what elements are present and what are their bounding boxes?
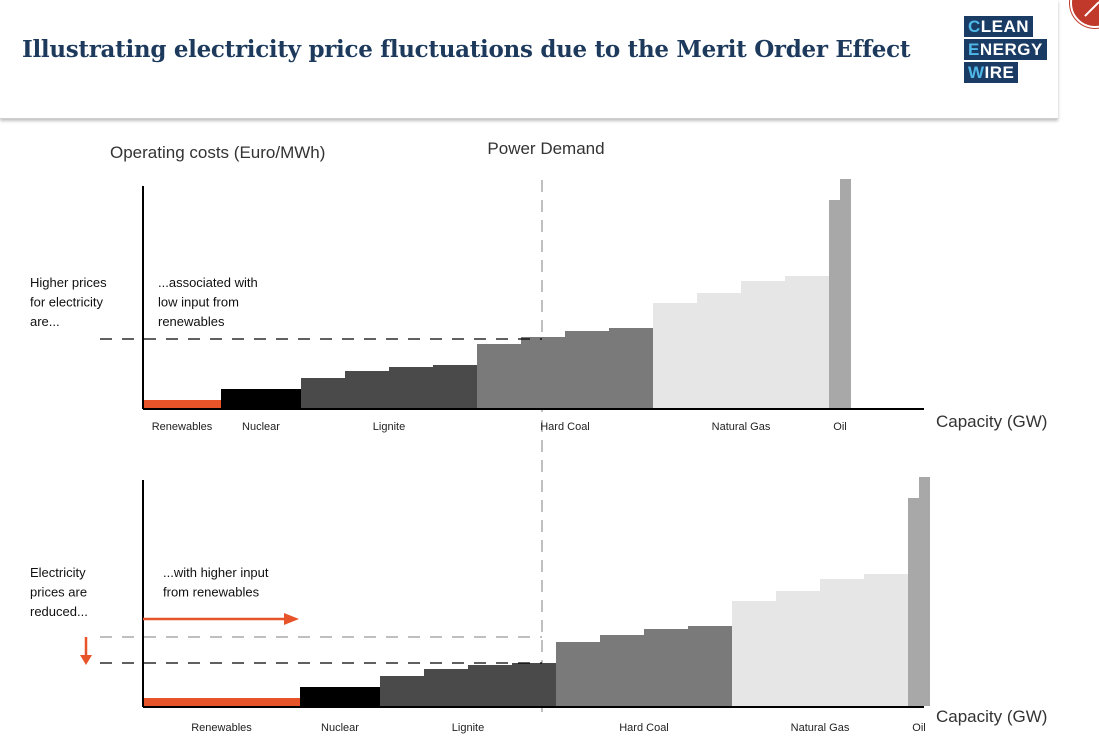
bar-natural-gas-3 [741, 281, 785, 408]
logo-line-3-rest: IRE [984, 63, 1015, 82]
category-label-hard-coal: Hard Coal [540, 421, 590, 433]
page-title: Illustrating electricity price fluctuati… [22, 36, 911, 63]
category-label-nuclear: Nuclear [321, 722, 359, 734]
category-label-nuclear: Nuclear [242, 421, 280, 433]
category-label-oil: Oil [912, 722, 925, 734]
bar-oil-1 [829, 200, 840, 408]
bar-hard-coal-4 [609, 328, 653, 408]
bar-hard-coal-3 [565, 331, 609, 408]
bar-lignite-2 [424, 669, 468, 706]
annotation-inner-line-2: from renewables [163, 585, 260, 600]
category-label-oil: Oil [833, 421, 846, 433]
logo-line-1-initial: C [968, 17, 981, 36]
renewables-expansion-arrow-icon [284, 613, 299, 625]
logo-line-2: ENERGY [964, 39, 1047, 60]
annotation-left-line-2: prices are [30, 585, 87, 600]
category-label-renewables: Renewables [152, 421, 213, 433]
logo-line-1: CLEAN [964, 16, 1034, 37]
bar-natural-gas-2 [697, 293, 741, 408]
y-axis-label: Operating costs (Euro/MWh) [110, 143, 325, 162]
bar-natural-gas-1 [653, 303, 697, 408]
bar-lignite-2 [345, 371, 389, 408]
bar-lignite-3 [468, 665, 512, 706]
logo-line-3-initial: W [968, 63, 985, 82]
bar-natural-gas-2 [776, 591, 820, 706]
bar-hard-coal-1 [477, 344, 521, 408]
annotation-inner-line-3: renewables [158, 314, 225, 329]
logo-line-2-initial: E [968, 40, 980, 59]
annotation-inner-line-1: ...associated with [158, 275, 258, 290]
logo-line-3: WIRE [964, 62, 1019, 83]
annotation-left-line-3: reduced... [30, 604, 88, 619]
clean-energy-wire-logo: CLEAN ENERGY WIRE [964, 16, 1047, 85]
annotation-left-line-1: Higher prices [30, 275, 107, 290]
annotation-left-line-3: are... [30, 314, 60, 329]
bar-oil-1 [908, 498, 919, 706]
annotation-inner-line-2: low input from [158, 295, 239, 310]
bar-hard-coal-1 [556, 642, 600, 706]
annotation-inner-line-1: ...with higher input [163, 565, 269, 580]
chart-panel-1: Renewables Nuclear Lignite Hard Coal Natural… [30, 179, 1047, 433]
bar-natural-gas-4 [864, 574, 908, 706]
chart-panel-2: Renewables Nuclear Lignite Hard Coal Natural… [30, 477, 1047, 734]
category-label-natural-gas: Natural Gas [791, 722, 850, 734]
bar-lignite-1 [301, 378, 345, 408]
bar-lignite-4 [512, 663, 556, 706]
logo-line-2-rest: NERGY [979, 40, 1043, 59]
bar-lignite-3 [389, 367, 433, 408]
x-axis-label: Capacity (GW) [936, 707, 1047, 726]
bar-natural-gas-1 [732, 601, 776, 706]
price-drop-arrow-icon [80, 655, 92, 665]
bar-nuclear-1 [300, 687, 380, 706]
bar-lignite-1 [380, 676, 424, 706]
bar-oil-2 [919, 477, 930, 706]
annotation-left-line-2: for electricity [30, 295, 103, 310]
category-label-renewables: Renewables [191, 722, 252, 734]
power-demand-label: Power Demand [487, 139, 604, 158]
bar-renewables-1 [143, 698, 300, 706]
annotation-left-line-1: Electricity [30, 565, 86, 580]
category-label-lignite: Lignite [373, 421, 405, 433]
bar-hard-coal-2 [600, 635, 644, 706]
bar-hard-coal-4 [688, 626, 732, 706]
bar-nuclear-1 [221, 389, 301, 408]
header-bar: Illustrating electricity price fluctuati… [0, 0, 1058, 119]
bar-hard-coal-2 [521, 337, 565, 408]
logo-line-1-rest: LEAN [980, 17, 1030, 36]
bar-renewables-1 [143, 400, 221, 408]
category-label-natural-gas: Natural Gas [712, 421, 771, 433]
x-axis-label: Capacity (GW) [936, 412, 1047, 431]
bar-natural-gas-4 [785, 276, 829, 408]
bar-oil-2 [840, 179, 851, 408]
bar-hard-coal-3 [644, 629, 688, 706]
category-label-hard-coal: Hard Coal [619, 722, 669, 734]
bar-natural-gas-3 [820, 579, 864, 706]
bar-lignite-4 [433, 365, 477, 408]
category-label-lignite: Lignite [452, 722, 484, 734]
